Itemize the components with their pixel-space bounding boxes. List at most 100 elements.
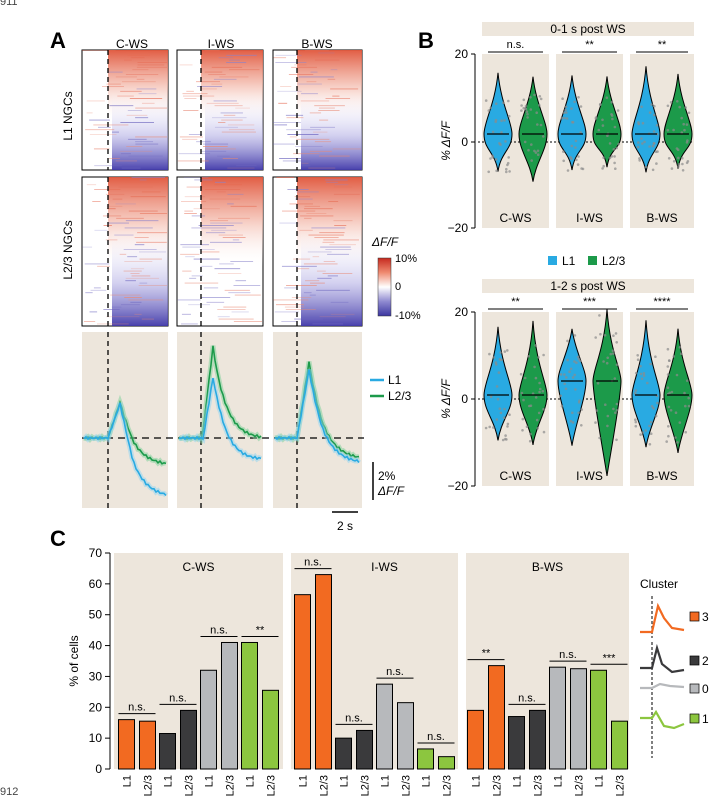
bar	[508, 716, 525, 770]
cluster-label: 0	[702, 682, 709, 696]
data-point	[677, 165, 680, 168]
heatmap-suppression	[301, 229, 362, 326]
heatmap-suppression	[112, 229, 168, 326]
bar	[570, 668, 587, 770]
significance-label: **	[658, 39, 667, 51]
data-point	[521, 417, 525, 421]
data-point	[685, 379, 689, 383]
data-point	[566, 169, 570, 172]
data-point	[655, 124, 659, 127]
data-point	[580, 408, 583, 411]
data-point	[539, 97, 543, 101]
significance-label: n.s.	[518, 692, 536, 704]
data-point	[639, 433, 642, 436]
data-point	[669, 409, 673, 412]
data-point	[494, 118, 498, 122]
data-point	[613, 377, 617, 380]
data-point	[599, 332, 602, 336]
data-point	[538, 381, 541, 385]
cluster-label: 3	[702, 610, 709, 624]
data-point	[666, 373, 670, 376]
data-point	[601, 124, 605, 127]
data-point	[494, 158, 498, 161]
cluster-trace	[640, 682, 685, 690]
data-point	[560, 116, 564, 120]
panel-label-a: A	[50, 28, 66, 53]
data-point	[488, 352, 491, 356]
data-point	[502, 416, 506, 420]
data-point	[491, 130, 495, 134]
data-point	[529, 96, 532, 99]
data-point	[615, 146, 618, 150]
data-point	[667, 434, 670, 438]
data-point	[617, 142, 620, 146]
data-point	[529, 432, 532, 436]
data-point	[646, 381, 649, 385]
x-tick-label: L2/3	[533, 775, 545, 796]
data-point	[687, 404, 691, 408]
data-point	[506, 349, 509, 352]
data-point	[527, 354, 530, 358]
data-point	[502, 101, 505, 104]
data-point	[594, 336, 597, 339]
data-point	[507, 99, 510, 103]
x-tick-label: L1	[163, 775, 175, 787]
data-point	[495, 385, 499, 388]
x-tick-label: L2/3	[184, 775, 196, 796]
data-point	[487, 109, 491, 112]
y-tick-label: −20	[448, 479, 469, 493]
significance-label: **	[482, 648, 491, 660]
data-point	[614, 167, 617, 170]
data-point	[503, 407, 506, 411]
data-point	[571, 411, 574, 415]
heatmap-suppression	[301, 92, 362, 170]
data-point	[542, 430, 546, 434]
y-tick-label: −20	[448, 221, 469, 235]
significance-label: **	[256, 624, 265, 636]
data-point	[612, 352, 615, 355]
data-point	[683, 391, 686, 395]
data-point	[668, 391, 671, 395]
colorbar-tick: 0	[395, 281, 401, 293]
bar	[139, 720, 156, 770]
subplot-title: 1-2 s post WS	[550, 279, 625, 293]
data-point	[573, 334, 577, 337]
data-point	[608, 142, 612, 145]
significance-label: n.s.	[169, 692, 187, 704]
data-point	[530, 159, 533, 162]
group-label: C-WS	[500, 469, 532, 483]
x-tick-label: L1	[339, 775, 351, 787]
data-point	[654, 150, 658, 154]
data-point	[654, 414, 658, 418]
legend-label: L1	[562, 254, 576, 268]
data-point	[538, 104, 541, 107]
data-point	[497, 371, 501, 374]
data-point	[525, 110, 529, 113]
trace-mean-l1	[83, 402, 167, 497]
x-tick-label: L2/3	[442, 775, 454, 796]
data-point	[639, 372, 643, 376]
scalebar-x-label: 2 s	[337, 519, 353, 533]
group-title: B-WS	[532, 560, 563, 574]
data-point	[542, 353, 545, 357]
bar	[467, 709, 484, 770]
row-label-l1: L1 NGCs	[61, 91, 75, 140]
data-point	[602, 156, 605, 159]
data-point	[575, 361, 578, 365]
x-tick-label: L2/3	[401, 775, 413, 796]
data-point	[499, 351, 502, 354]
data-point	[536, 153, 540, 156]
x-tick-label: L2/3	[615, 775, 627, 796]
data-point	[521, 429, 524, 432]
data-point	[684, 404, 687, 408]
y-tick-label: 20	[455, 47, 469, 61]
data-point	[634, 420, 638, 424]
data-point	[685, 123, 689, 126]
data-point	[611, 117, 614, 121]
data-point	[634, 389, 638, 392]
significance-label: **	[585, 39, 594, 51]
data-point	[563, 373, 566, 376]
data-point	[505, 170, 508, 174]
data-point	[501, 438, 505, 442]
